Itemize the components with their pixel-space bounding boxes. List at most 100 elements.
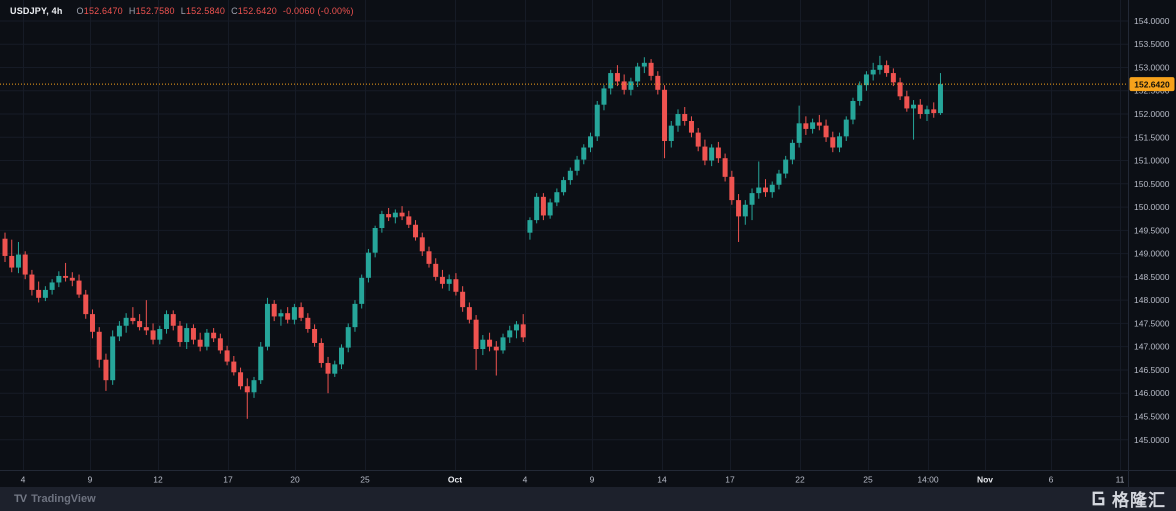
candle bbox=[803, 116, 809, 135]
candles bbox=[2, 55, 943, 419]
candle bbox=[2, 232, 8, 262]
candle bbox=[554, 188, 560, 207]
candle bbox=[83, 289, 89, 319]
candle bbox=[567, 167, 573, 185]
candle bbox=[352, 300, 358, 332]
candle bbox=[695, 127, 701, 152]
candle bbox=[493, 341, 499, 376]
candle bbox=[816, 114, 822, 131]
candle bbox=[89, 309, 95, 339]
candle bbox=[453, 273, 459, 296]
candle bbox=[581, 144, 587, 165]
symbol-legend[interactable]: USDJPY, 4h O152.6470 H152.7580 L152.5840 C15… bbox=[10, 6, 354, 16]
candle bbox=[500, 333, 506, 354]
candle bbox=[574, 155, 580, 176]
candle bbox=[278, 309, 284, 326]
candle bbox=[110, 330, 116, 385]
candle bbox=[540, 193, 546, 221]
open-value: 152.6470 bbox=[83, 6, 123, 16]
candle bbox=[911, 100, 917, 140]
svg-text:150.0000: 150.0000 bbox=[1134, 202, 1170, 212]
candle bbox=[365, 248, 371, 283]
symbol-title: USDJPY, 4h bbox=[10, 6, 63, 16]
time-axis[interactable]: 4 9 12 17 20 25 Oct 4 9 14 17 22 25 14:00 Nov 6 11 bbox=[21, 475, 1125, 485]
candle bbox=[917, 99, 923, 119]
candle bbox=[473, 315, 479, 370]
candle bbox=[742, 200, 748, 225]
candle bbox=[42, 286, 48, 302]
candle bbox=[715, 141, 721, 163]
candle bbox=[749, 188, 755, 221]
candle bbox=[96, 327, 102, 368]
candle bbox=[372, 225, 378, 258]
candle bbox=[810, 118, 816, 134]
gelonghui-watermark: 格隆汇 bbox=[1089, 486, 1166, 511]
svg-text:25: 25 bbox=[863, 475, 873, 485]
candle bbox=[157, 325, 163, 345]
candle bbox=[534, 193, 540, 224]
candle bbox=[150, 323, 156, 345]
candle bbox=[722, 153, 728, 182]
candle bbox=[305, 313, 311, 333]
candle bbox=[426, 246, 432, 268]
candle bbox=[460, 286, 466, 312]
candle bbox=[769, 181, 775, 198]
candle bbox=[588, 132, 594, 153]
candle bbox=[116, 321, 122, 342]
candle bbox=[392, 209, 398, 224]
candle bbox=[56, 271, 62, 288]
candle bbox=[830, 131, 836, 153]
candle bbox=[857, 81, 863, 106]
candle bbox=[224, 345, 230, 366]
candle bbox=[15, 241, 21, 274]
svg-text:9: 9 bbox=[88, 475, 93, 485]
candle bbox=[29, 269, 35, 296]
chart-background bbox=[0, 0, 1176, 487]
candle bbox=[688, 116, 694, 138]
candle bbox=[863, 71, 869, 91]
svg-text:152.0000: 152.0000 bbox=[1134, 109, 1170, 119]
candle bbox=[547, 198, 553, 219]
candle bbox=[709, 144, 715, 167]
candle bbox=[487, 332, 493, 352]
svg-text:149.5000: 149.5000 bbox=[1134, 225, 1170, 235]
candle bbox=[527, 217, 533, 240]
candle bbox=[217, 333, 223, 354]
candle bbox=[339, 344, 344, 370]
candle bbox=[170, 310, 176, 331]
candle bbox=[433, 258, 439, 281]
low-value: 152.5840 bbox=[185, 6, 226, 16]
candle bbox=[520, 314, 526, 343]
footer-bar: TV TradingView 格隆汇 bbox=[0, 487, 1176, 510]
candle bbox=[49, 279, 55, 295]
candle bbox=[251, 376, 257, 398]
tradingview-attribution[interactable]: TV TradingView bbox=[14, 493, 96, 505]
candle bbox=[756, 161, 762, 199]
low-label: L bbox=[180, 6, 186, 16]
svg-text:151.5000: 151.5000 bbox=[1134, 132, 1170, 142]
last-price-tag[interactable]: 152.6420 bbox=[1129, 77, 1175, 92]
svg-text:4: 4 bbox=[523, 475, 528, 485]
watermark-text: 格隆汇 bbox=[1112, 491, 1166, 510]
svg-text:145.0000: 145.0000 bbox=[1134, 435, 1170, 445]
svg-text:152.6420: 152.6420 bbox=[1134, 79, 1170, 89]
candle bbox=[762, 179, 768, 197]
candle bbox=[190, 324, 196, 345]
svg-text:20: 20 bbox=[290, 475, 300, 485]
svg-text:145.5000: 145.5000 bbox=[1134, 411, 1170, 421]
price-axis[interactable]: 154.0000153.5000153.0000152.5000152.0000… bbox=[1134, 16, 1170, 445]
candle bbox=[359, 274, 365, 309]
candle bbox=[69, 272, 75, 287]
svg-text:153.0000: 153.0000 bbox=[1134, 62, 1170, 72]
candle bbox=[177, 321, 183, 347]
candle bbox=[466, 302, 472, 324]
high-value: 152.7580 bbox=[135, 6, 175, 16]
candle bbox=[439, 269, 445, 289]
candle bbox=[628, 77, 634, 96]
svg-text:25: 25 bbox=[360, 475, 370, 485]
svg-text:147.0000: 147.0000 bbox=[1134, 342, 1170, 352]
candle bbox=[318, 338, 324, 368]
candle bbox=[890, 68, 896, 87]
candle bbox=[103, 353, 109, 391]
candlestick-chart[interactable]: 154.0000153.5000153.0000152.5000152.0000… bbox=[0, 0, 1176, 487]
